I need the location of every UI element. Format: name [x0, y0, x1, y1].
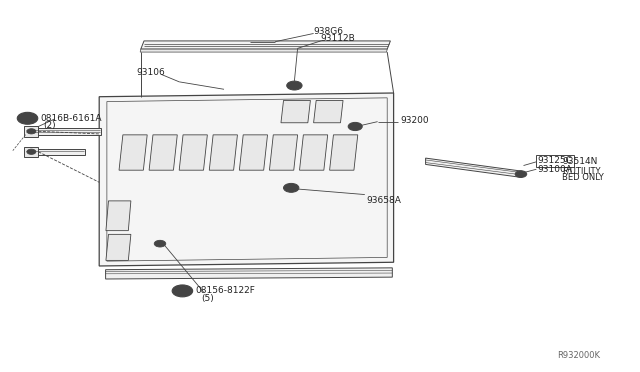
Polygon shape [330, 135, 358, 170]
Text: 93514N: 93514N [562, 157, 597, 166]
Polygon shape [106, 234, 131, 260]
Text: B: B [24, 114, 31, 123]
Polygon shape [426, 158, 522, 177]
Polygon shape [314, 100, 343, 123]
Circle shape [17, 112, 38, 124]
Text: BED ONLY: BED ONLY [562, 173, 604, 182]
Text: 08156-8122F: 08156-8122F [195, 286, 255, 295]
Circle shape [348, 122, 362, 131]
Polygon shape [99, 93, 394, 266]
Text: 93125C: 93125C [538, 156, 572, 165]
Circle shape [27, 129, 36, 134]
Polygon shape [119, 135, 147, 170]
Circle shape [154, 240, 166, 247]
Polygon shape [269, 135, 298, 170]
Text: R932000K: R932000K [557, 351, 600, 360]
Text: F/UTILITY: F/UTILITY [562, 167, 600, 176]
Circle shape [172, 285, 193, 297]
Circle shape [518, 172, 524, 176]
Polygon shape [239, 135, 268, 170]
Polygon shape [141, 41, 390, 49]
Text: (5): (5) [202, 294, 214, 303]
Text: (2): (2) [44, 121, 56, 130]
Text: 0816B-6161A: 0816B-6161A [40, 114, 102, 123]
Polygon shape [24, 126, 38, 137]
Circle shape [287, 186, 295, 190]
Text: B: B [179, 286, 186, 295]
Circle shape [157, 242, 163, 245]
Text: 93200: 93200 [401, 116, 429, 125]
Text: 93658A: 93658A [366, 196, 401, 205]
Text: 93100A: 93100A [538, 165, 572, 174]
Circle shape [27, 149, 36, 154]
Text: 938G6: 938G6 [314, 27, 344, 36]
Polygon shape [140, 49, 387, 52]
Text: 93106: 93106 [136, 68, 165, 77]
Circle shape [284, 183, 299, 192]
Polygon shape [106, 201, 131, 231]
Circle shape [287, 81, 302, 90]
Polygon shape [209, 135, 237, 170]
Polygon shape [179, 135, 207, 170]
Text: 93112B: 93112B [320, 34, 355, 43]
Circle shape [352, 125, 358, 128]
Polygon shape [300, 135, 328, 170]
Circle shape [291, 83, 298, 88]
Circle shape [515, 171, 527, 177]
Polygon shape [281, 100, 310, 123]
Polygon shape [26, 149, 85, 155]
Polygon shape [106, 268, 392, 279]
Polygon shape [149, 135, 177, 170]
Polygon shape [26, 128, 101, 135]
Polygon shape [24, 147, 38, 157]
